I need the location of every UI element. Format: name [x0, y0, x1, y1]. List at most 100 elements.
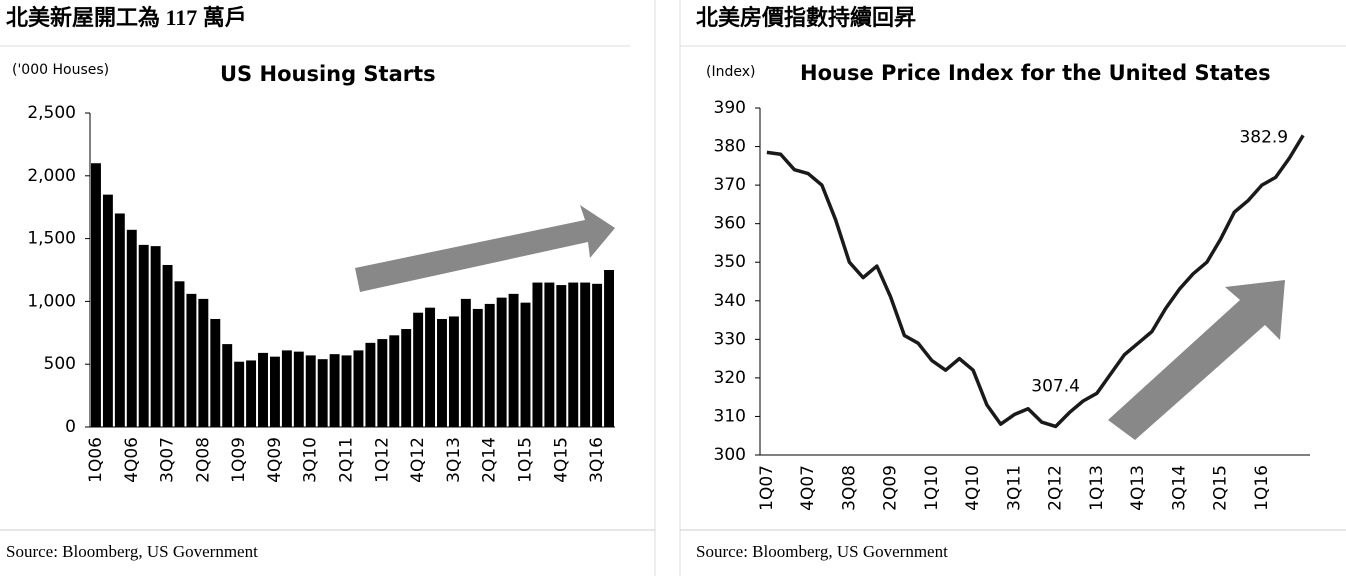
- bar: [520, 302, 531, 427]
- y-tick-label: 370: [714, 175, 746, 195]
- x-tick-label: 1Q16: [1252, 465, 1272, 511]
- trend-arrow: [1108, 280, 1285, 440]
- x-tick-label: 3Q08: [839, 465, 859, 511]
- bar: [496, 297, 507, 427]
- y-tick-label: 1,000: [27, 291, 76, 311]
- bar: [544, 282, 555, 427]
- x-tick-label: 2Q08: [193, 437, 213, 483]
- x-tick-label: 1Q15: [516, 437, 536, 483]
- bar: [604, 270, 614, 427]
- x-tick-label: 1Q10: [922, 465, 942, 511]
- x-tick-label: 4Q15: [551, 437, 571, 483]
- bar: [91, 163, 101, 428]
- bar: [556, 285, 567, 427]
- trend-arrow: [355, 205, 615, 292]
- bar: [508, 293, 519, 427]
- bar: [305, 355, 316, 427]
- bar: [246, 360, 257, 427]
- bar: [317, 359, 328, 427]
- y-tick-label: 310: [714, 406, 746, 426]
- x-tick-label: 1Q07: [757, 465, 777, 511]
- x-tick-label: 2Q12: [1046, 465, 1066, 511]
- source: Source: Bloomberg, US Government: [6, 542, 258, 561]
- data-label: 382.9: [1239, 127, 1288, 147]
- y-axis-label: (Index): [706, 64, 755, 80]
- y-tick-label: 1,500: [27, 229, 76, 249]
- bar: [162, 264, 173, 427]
- bar: [592, 283, 603, 427]
- bar: [425, 307, 436, 427]
- bar: [126, 229, 137, 427]
- y-tick-label: 0: [65, 417, 76, 437]
- bar: [460, 298, 471, 427]
- bar: [174, 281, 185, 427]
- x-tick-label: 3Q07: [158, 437, 178, 483]
- x-tick-label: 3Q13: [444, 437, 464, 483]
- bar: [353, 350, 364, 427]
- x-tick-label: 1Q13: [1087, 465, 1107, 511]
- x-tick-label: 2Q14: [480, 437, 500, 483]
- source: Source: Bloomberg, US Government: [696, 542, 948, 561]
- heading: 北美房價指數持續回昇: [696, 5, 916, 30]
- y-axis-label: ('000 Houses): [12, 62, 109, 78]
- x-tick-label: 2Q11: [337, 437, 357, 483]
- y-tick-label: 320: [714, 368, 746, 388]
- bar: [365, 342, 376, 427]
- x-tick-label: 2Q15: [1211, 465, 1231, 511]
- bar: [210, 318, 221, 427]
- x-tick-label: 1Q06: [86, 437, 106, 483]
- chart-title: US Housing Starts: [220, 62, 436, 86]
- x-tick-label: 4Q10: [963, 465, 983, 511]
- y-tick-label: 360: [714, 214, 746, 234]
- bar: [114, 213, 125, 427]
- x-tick-label: 3Q10: [301, 437, 321, 483]
- x-tick-label: 4Q07: [798, 465, 818, 511]
- bar: [329, 354, 340, 427]
- line: [766, 134, 1305, 429]
- x-tick-label: 4Q09: [265, 437, 285, 483]
- y-tick-label: 390: [714, 98, 746, 118]
- bar: [281, 350, 292, 427]
- bar: [377, 339, 388, 427]
- x-tick-label: 1Q09: [229, 437, 249, 483]
- bar: [532, 282, 543, 427]
- bar: [222, 344, 233, 427]
- bar: [413, 312, 424, 427]
- x-tick-label: 4Q06: [122, 437, 142, 483]
- x-tick-label: 3Q11: [1004, 465, 1024, 511]
- bar: [258, 352, 268, 427]
- bar: [389, 335, 400, 427]
- bar: [234, 361, 245, 427]
- x-tick-label: 3Q14: [1169, 465, 1189, 511]
- bar: [102, 194, 113, 427]
- bar: [341, 355, 352, 427]
- bar: [568, 282, 579, 427]
- x-tick-label: 4Q12: [408, 437, 428, 483]
- chart-title: House Price Index for the United States: [800, 61, 1271, 85]
- bar: [293, 351, 304, 427]
- heading: 北美新屋開工為 117 萬戶: [6, 5, 247, 30]
- bar: [448, 316, 459, 427]
- x-tick-label: 2Q09: [881, 465, 901, 511]
- bar: [186, 293, 197, 427]
- bar: [580, 282, 591, 427]
- bar: [401, 329, 412, 427]
- bar: [198, 298, 209, 427]
- bar: [472, 308, 483, 427]
- y-tick-label: 500: [44, 354, 76, 374]
- bar: [150, 246, 161, 427]
- y-tick-label: 2,500: [27, 103, 76, 123]
- bar: [484, 303, 495, 427]
- bar: [269, 356, 280, 427]
- y-tick-label: 350: [714, 252, 746, 272]
- bar: [138, 244, 149, 427]
- x-tick-label: 1Q12: [372, 437, 392, 483]
- y-tick-label: 2,000: [27, 166, 76, 186]
- y-tick-label: 330: [714, 329, 746, 349]
- x-tick-label: 4Q13: [1128, 465, 1148, 511]
- data-label: 307.4: [1031, 376, 1080, 396]
- bar: [437, 318, 447, 427]
- x-tick-label: 3Q16: [587, 437, 607, 483]
- y-tick-label: 380: [714, 137, 746, 157]
